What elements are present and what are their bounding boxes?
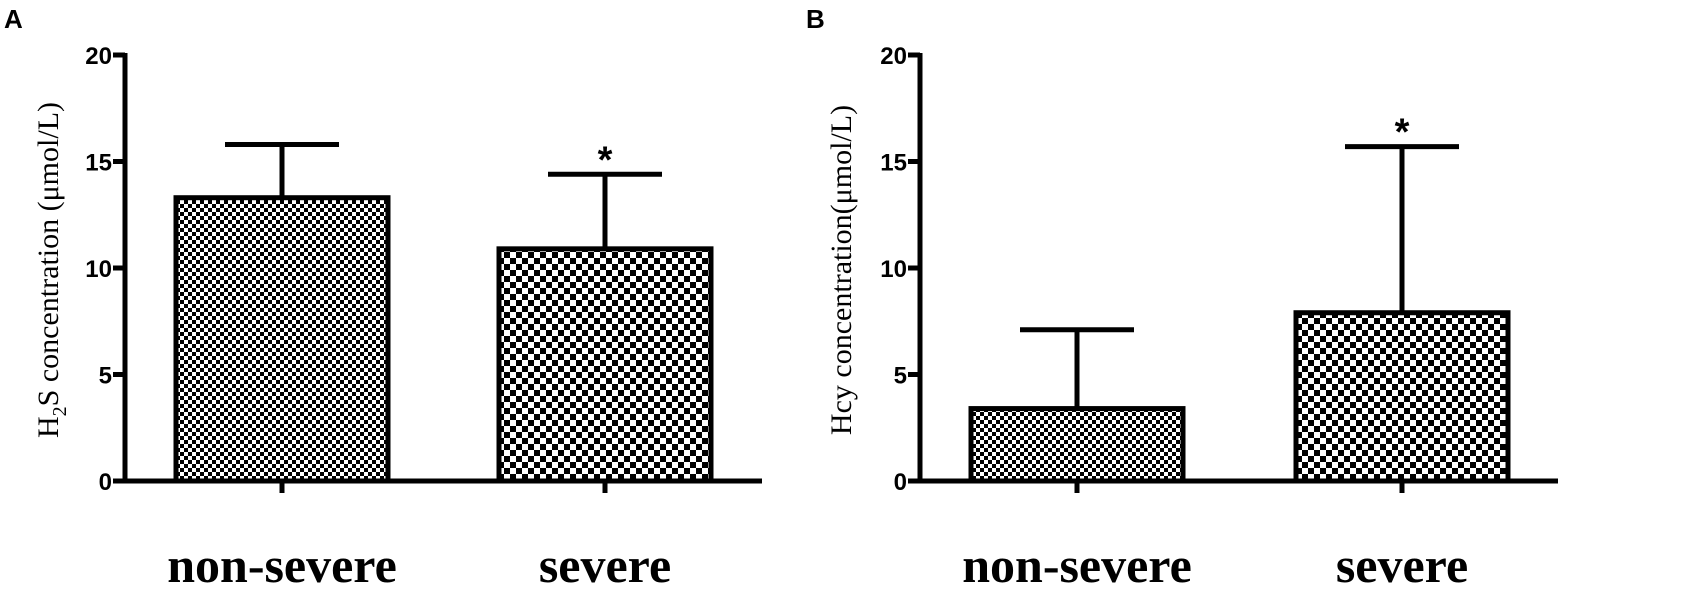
- bar-non-severe: [173, 195, 391, 484]
- plot-area: 0 5 10 15 20 *: [85, 43, 762, 496]
- category-label: severe: [1336, 537, 1468, 593]
- y-tick-label: 10: [880, 256, 907, 283]
- panel-letter: A: [4, 4, 23, 34]
- y-tick-label: 0: [99, 469, 112, 496]
- y-tick-label: 20: [880, 43, 907, 70]
- bar-non-severe: [968, 406, 1186, 484]
- y-tick-label: 20: [85, 43, 112, 70]
- y-tick-label: 5: [894, 363, 907, 390]
- y-axis-label: H2S concentration (μmol/L): [32, 102, 71, 438]
- y-tick-label: 0: [894, 469, 907, 496]
- bar-severe: [496, 246, 714, 484]
- panel-a: A H2S concentration (μmol/L) 0 5 10 15 20 * n…: [4, 4, 762, 593]
- category-label: non-severe: [962, 537, 1192, 593]
- category-label: severe: [539, 537, 671, 593]
- y-tick-label: 15: [880, 150, 907, 177]
- y-tick-label: 15: [85, 150, 112, 177]
- plot-area: 0 5 10 15 20 *: [880, 43, 1558, 496]
- significance-marker: *: [598, 139, 613, 181]
- y-tick-label: 5: [99, 363, 112, 390]
- significance-marker: *: [1395, 112, 1410, 154]
- panel-b: B Hcy concentration(μmol/L) 0 5 10 15 20 * no…: [806, 4, 1558, 593]
- bar-severe: [1293, 310, 1511, 484]
- y-tick-label: 10: [85, 256, 112, 283]
- y-axis-label: Hcy concentration(μmol/L): [825, 105, 858, 435]
- category-label: non-severe: [167, 537, 397, 593]
- panel-letter: B: [806, 4, 825, 34]
